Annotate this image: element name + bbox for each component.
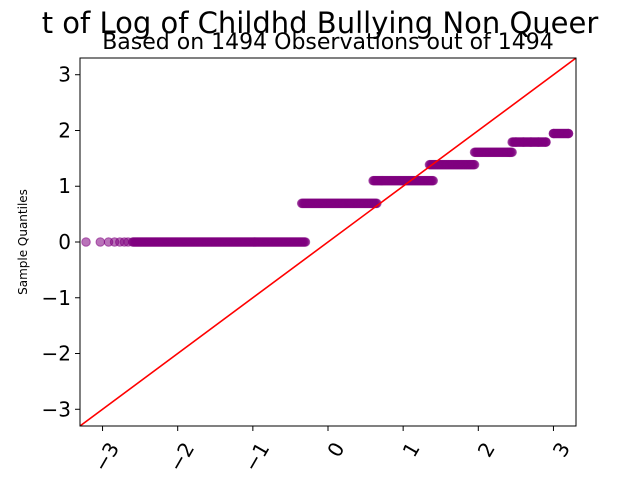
data-point [469,159,480,170]
data-point [548,128,559,139]
y-tick-label: 3 [58,63,71,87]
y-tick-label: −3 [42,397,71,421]
data-point [507,147,517,158]
data-point [428,175,439,186]
y-tick-label: −1 [42,286,71,310]
y-tick-label: 2 [58,118,71,142]
chart-subtitle: Based on 1494 Observations out of 1494 [102,30,554,55]
data-point [563,128,574,139]
data-point [300,237,311,247]
y-tick-label: −2 [42,342,71,366]
chart-title: t of Log of Childhd Bullying Non Queer [42,6,599,40]
data-point [95,237,106,247]
y-axis-label: Sample Quantiles [16,189,30,295]
reference-line [80,58,576,426]
y-tick-label: 1 [58,174,71,198]
data-point [541,137,551,147]
y-tick-label: 0 [58,230,71,254]
data-point [123,237,133,247]
data-point [81,237,91,247]
data-layer [80,58,576,426]
